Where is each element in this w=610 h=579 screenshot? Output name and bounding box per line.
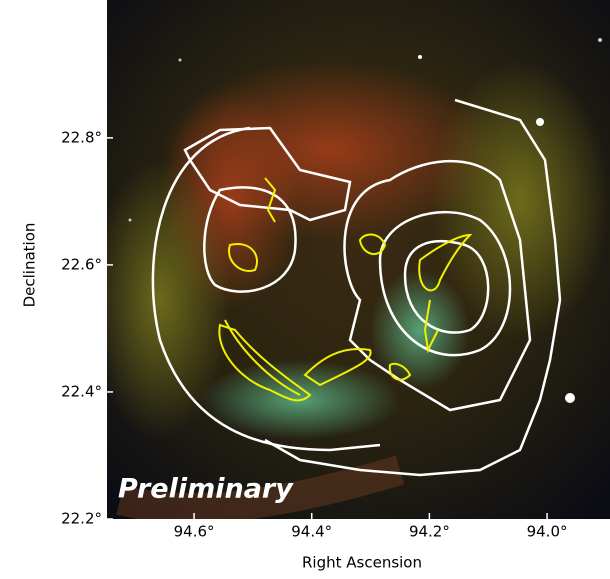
x-tick-label: 94.2° [409, 523, 450, 541]
page: {"chart_data": {"type": "image", "xlabel… [0, 0, 610, 579]
sky-image [90, 0, 610, 519]
y-tick-label: 22.2° [61, 510, 102, 528]
x-tick-label: 94.4° [291, 523, 332, 541]
x-axis-label: Right Ascension [302, 554, 422, 572]
x-tick-label: 94.6° [174, 523, 215, 541]
y-tick-label: 22.4° [61, 382, 102, 400]
y-axis-label: Declination [21, 223, 39, 308]
annotation: Preliminary [118, 474, 294, 505]
chart: Preliminary Right Ascension Declination … [0, 0, 610, 579]
y-tick-label: 22.8° [61, 128, 102, 146]
y-tick-label: 22.6° [61, 255, 102, 273]
x-tick-label: 94.0° [527, 523, 568, 541]
